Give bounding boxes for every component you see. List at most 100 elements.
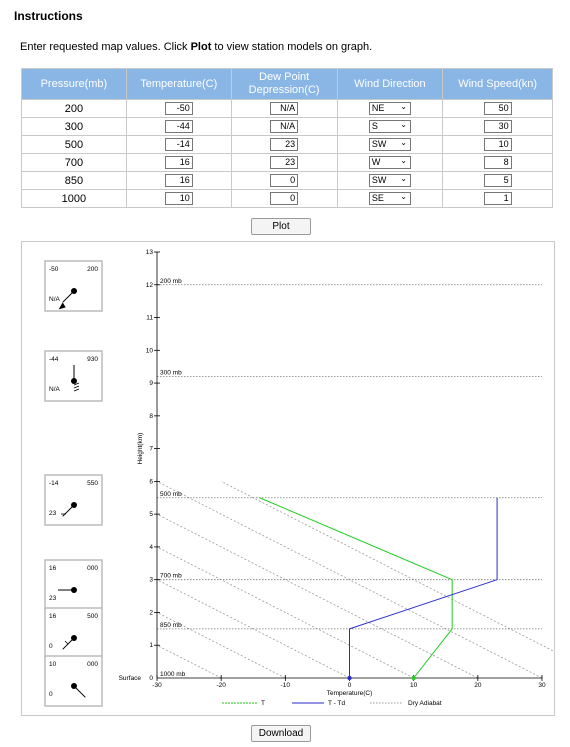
wind-direction-select[interactable]: W ⌄ (368, 156, 411, 169)
dew-point-depression-input-value: 23 (285, 139, 296, 149)
dew-point-depression-input[interactable]: 23 (270, 138, 299, 151)
download-button[interactable]: Download (251, 725, 311, 742)
table-row: 1000 10 0 SE ⌄ 1 (21, 189, 553, 208)
legend-label-t-td: T - Td (328, 700, 345, 707)
station-dewpoint: 0 (49, 643, 53, 650)
surface-label: Surface (119, 675, 142, 682)
header-wind-direction: Wind Direction (336, 68, 444, 100)
wind-speed-input-value: 50 (498, 103, 509, 113)
x-tick-label: -10 (281, 682, 291, 689)
station-model: 16 000 23 (44, 559, 103, 611)
temperature-input[interactable]: -44 (164, 120, 193, 133)
input-table: Pressure(mb) Temperature(C) Dew Point De… (21, 68, 553, 208)
wind-direction-select[interactable]: SW ⌄ (368, 138, 411, 151)
y-tick-label: 10 (146, 347, 154, 354)
y-axis-label: Height(km) (137, 433, 144, 465)
temp-cell: 16 (125, 153, 232, 172)
dpd-cell: N/A (230, 117, 338, 136)
wind-direction-select[interactable]: S ⌄ (368, 120, 411, 133)
chevron-down-icon: ⌄ (400, 174, 407, 183)
wind-speed-input[interactable]: 50 (483, 102, 512, 115)
dew-point-depression-input[interactable]: N/A (270, 102, 299, 115)
table-row: 500 -14 23 SW ⌄ 10 (21, 135, 553, 154)
temperature-input-value: 10 (179, 193, 190, 203)
station-pressure-code: 500 (87, 613, 98, 620)
y-tick-label: 0 (149, 675, 153, 682)
page-title: Instructions (14, 9, 83, 23)
instructions-post: to view station models on graph. (211, 41, 373, 53)
graph-panel: 1000 mb 850 mb 700 mb 500 mb 300 mb 200 mb 1 2 3… (21, 241, 570, 716)
dew-point-depression-input-value: 23 (285, 157, 296, 167)
dew-point-depression-input-value: N/A (280, 103, 296, 113)
dew-point-depression-input[interactable]: 0 (270, 174, 299, 187)
dpd-cell: 23 (230, 153, 338, 172)
station-dewpoint: 23 (49, 595, 57, 602)
station-dewpoint: 23 (49, 510, 57, 517)
dew-point-depression-input[interactable]: 0 (270, 192, 299, 205)
dew-point-depression-input-value: 0 (290, 193, 296, 203)
wind-direction-select-value: S (371, 121, 378, 131)
dry-adiabat-line (156, 546, 414, 679)
y-tick-label: 12 (146, 282, 154, 289)
station-box (44, 559, 103, 611)
x-tick-label: -20 (216, 682, 226, 689)
y-tick-label: 7 (149, 446, 153, 453)
temperature-input[interactable]: 10 (164, 192, 193, 205)
table-body: 200 -50 N/A NE ⌄ 50 300 -44 N/A S ⌄ 30 500 -14 23 SW ⌄ 10… (21, 99, 553, 208)
wind-speed-input-value: 8 (503, 157, 509, 167)
temperature-input[interactable]: -14 (164, 138, 193, 151)
dew-point-depression-input-value: N/A (280, 121, 296, 131)
wind-barb-icon (73, 685, 86, 698)
wind-direction-select[interactable]: SW ⌄ (368, 174, 411, 187)
temperature-input[interactable]: 16 (164, 156, 193, 169)
wind-direction-select-value: NE (371, 103, 385, 113)
dry-adiabat-line (156, 612, 286, 679)
dpd-cell: 23 (230, 135, 338, 154)
speed-cell: 50 (442, 99, 553, 118)
temp-cell: -44 (125, 117, 232, 136)
plot-button[interactable]: Plot (251, 218, 311, 235)
speed-cell: 8 (442, 153, 553, 172)
y-tick-label: 8 (149, 413, 153, 420)
dry-adiabat-line (220, 481, 570, 660)
dew-point-depression-input[interactable]: 23 (270, 156, 299, 169)
wind-speed-input[interactable]: 30 (483, 120, 512, 133)
wind-direction-select[interactable]: NE ⌄ (368, 102, 411, 115)
wind-speed-input-value: 5 (503, 175, 509, 185)
chevron-down-icon: ⌄ (400, 120, 407, 129)
wind-speed-input[interactable]: 5 (483, 174, 512, 187)
wind-speed-input[interactable]: 10 (483, 138, 512, 151)
temperature-input-value: -14 (176, 139, 190, 149)
station-model: -44 930 N/A (44, 350, 103, 402)
header-dew-point-depression: Dew Point Depression(C) (230, 68, 338, 100)
wind-speed-input-value: 30 (498, 121, 509, 131)
station-temp: 16 (49, 613, 57, 620)
wind-speed-input[interactable]: 8 (483, 156, 512, 169)
pressure-cell: 200 (21, 99, 127, 118)
wind-speed-input-value: 10 (498, 139, 509, 149)
series-marker (347, 675, 352, 681)
station-dewpoint: N/A (49, 296, 61, 303)
station-pressure-code: 930 (87, 356, 98, 363)
y-tick-label: 13 (146, 249, 154, 256)
station-box (44, 260, 103, 312)
pressure-cell: 1000 (21, 189, 127, 208)
speed-cell: 10 (442, 135, 553, 154)
speed-cell: 5 (442, 171, 553, 190)
instructions-bold: Plot (190, 41, 212, 53)
pressure-level-label: 300 mb (160, 370, 182, 377)
wind-direction-select-value: W (371, 157, 381, 167)
station-temp: 16 (49, 565, 57, 572)
temperature-input[interactable]: 16 (164, 174, 193, 187)
wind-speed-input[interactable]: 1 (483, 192, 512, 205)
x-axis-label: Temperature(C) (327, 690, 373, 697)
x-tick-label: 10 (410, 682, 418, 689)
dew-point-depression-input[interactable]: N/A (270, 120, 299, 133)
wind-direction-select[interactable]: SE ⌄ (368, 192, 411, 205)
temperature-input[interactable]: -50 (164, 102, 193, 115)
station-box (44, 474, 103, 526)
y-tick-label: 9 (149, 380, 153, 387)
station-temp: 10 (49, 661, 57, 668)
